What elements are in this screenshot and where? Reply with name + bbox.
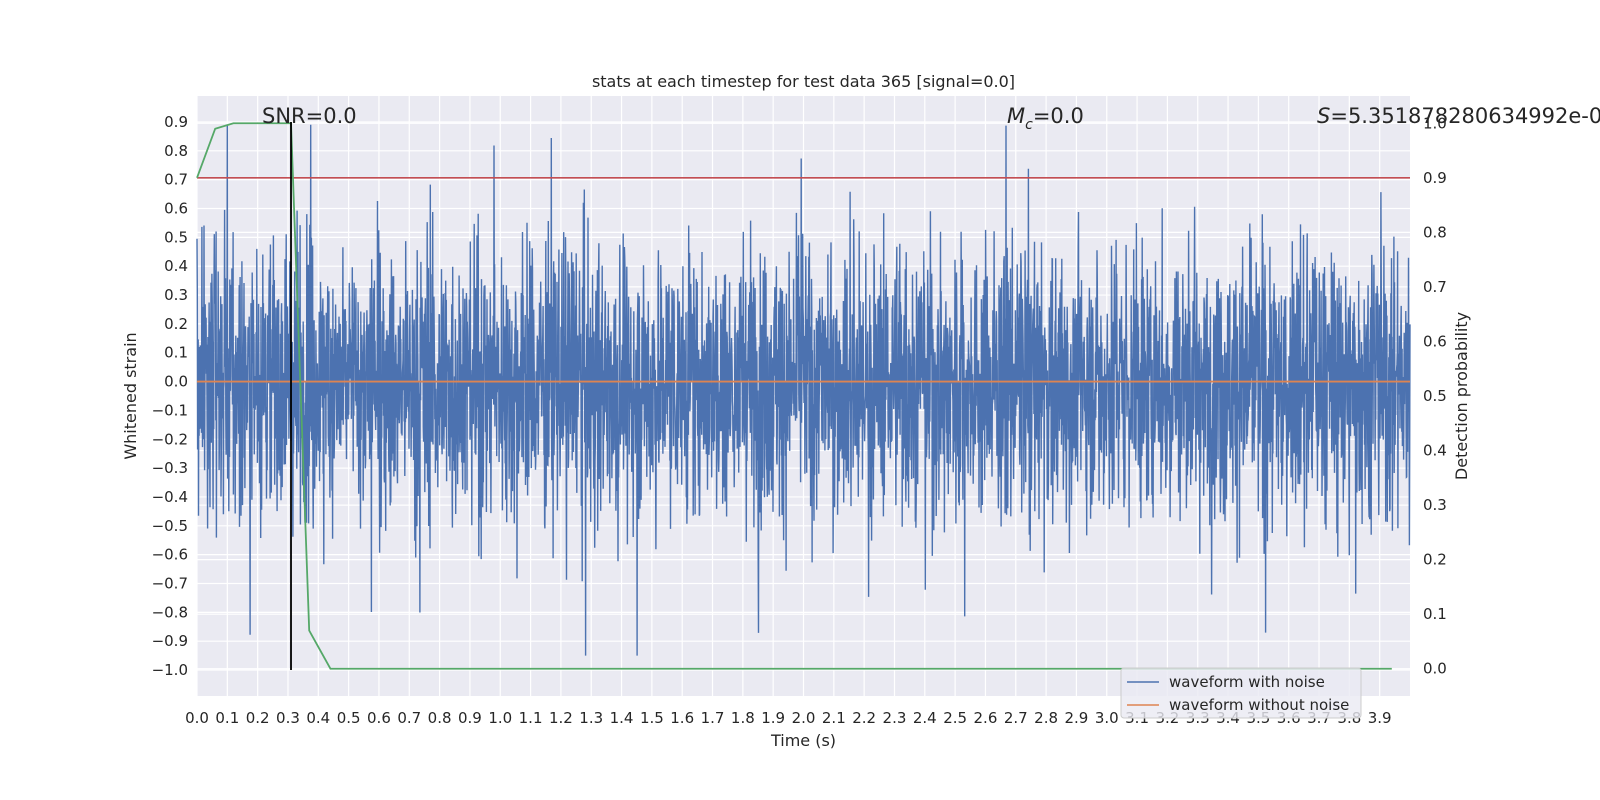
x-tick-label: 1.2 [549,709,573,727]
y-tick-labels: 0.9 0.8 0.7 0.6 0.5 0.4 0.3 0.2 0.1 0.0 −0.1 −0.2 −0… [152,113,188,679]
y-tick-label: −0.3 [152,459,188,477]
x-tick-label: 0.1 [215,709,239,727]
y-tick-label: 0.8 [164,142,188,160]
y2-tick-label: 0.7 [1423,278,1447,296]
y2-tick-label: 1.0 [1423,114,1447,132]
legend-label-with-noise: waveform with noise [1169,673,1325,691]
y-tick-label: −0.8 [152,603,188,621]
x-tick-label: 0.3 [276,709,300,727]
x-tick-label: 0.4 [306,709,330,727]
chart-title: stats at each timestep for test data 365… [592,72,1015,91]
x-tick-label: 2.5 [943,709,967,727]
x-tick-label: 1.7 [701,709,725,727]
x-tick-label: 0.8 [428,709,452,727]
y-tick-label: 0.1 [164,344,188,362]
y-tick-label: 0.5 [164,228,188,246]
annotation-mc-value: =0.0 [1033,104,1084,128]
x-tick-label: 2.7 [1004,709,1028,727]
series-lines [196,121,1410,671]
y-tick-label: −0.6 [152,546,188,564]
annotation-s-value: =5.351878280634992e-0 [1330,104,1600,128]
x-tick-label: 1.8 [731,709,755,727]
x-tick-label: 1.5 [640,709,664,727]
y2-tick-label: 0.3 [1423,496,1447,514]
annotation-mc-symbol: M [1007,104,1025,128]
annotation-s: S=5.351878280634992e-0 [1317,104,1600,128]
x-tick-label: 2.8 [1034,709,1058,727]
y-tick-label: 0.0 [164,373,188,391]
annotation-chirp-mass: Mc=0.0 [1007,104,1084,133]
x-tick-label: 1.3 [579,709,603,727]
x-tick-label: 1.9 [761,709,785,727]
x-tick-label: 0.5 [337,709,361,727]
y2-tick-label: 0.1 [1423,605,1447,623]
y-tick-label: 0.3 [164,286,188,304]
waveform-with-noise-line [196,124,1411,656]
x-tick-label: 1.6 [670,709,694,727]
series-waveform-with-noise [196,124,1411,656]
y-tick-label: 0.4 [164,257,188,275]
y-tick-label: −0.5 [152,517,188,535]
x-tick-label: 0.0 [185,709,209,727]
annotation-s-symbol: S [1317,104,1330,128]
y-tick-label: 0.6 [164,200,188,218]
y-tick-label: −0.9 [152,632,188,650]
x-tick-label: 1.0 [488,709,512,727]
x-tick-label: 2.2 [852,709,876,727]
x-tick-label: 2.6 [974,709,998,727]
legend-box [1120,667,1362,719]
y-tick-label: −0.1 [152,401,188,419]
x-tick-label: 2.9 [1064,709,1088,727]
x-tick-label: 0.7 [397,709,421,727]
y-axis-label: Whitened strain [121,332,140,459]
y-tick-label: 0.9 [164,113,188,131]
legend-label-without-noise: waveform without noise [1169,696,1349,714]
y2-tick-label: 0.5 [1423,387,1447,405]
y2-tick-label: 0.6 [1423,332,1447,350]
y2-tick-label: 0.8 [1423,223,1447,241]
y-tick-label: 0.2 [164,315,188,333]
x-tick-label: 0.6 [367,709,391,727]
y-tick-label: −0.2 [152,430,188,448]
x-tick-label: 2.0 [792,709,816,727]
x-tick-label: 2.4 [913,709,937,727]
x-tick-label: 3.9 [1368,709,1392,727]
x-axis-label: Time (s) [770,731,836,750]
annotation-snr: SNR=0.0 [262,104,357,128]
annotation-mc-subscript: c [1025,117,1033,133]
x-tick-label: 0.9 [458,709,482,727]
y2-axis-label: Detection probability [1452,312,1471,480]
x-tick-label: 0.2 [246,709,270,727]
y2-tick-labels: 1.0 0.9 0.8 0.7 0.6 0.5 0.4 0.3 0.2 0.1 0.0 [1423,114,1447,677]
x-tick-label: 1.4 [610,709,634,727]
x-tick-label: 2.3 [883,709,907,727]
y-tick-label: −1.0 [152,661,188,679]
y-tick-label: −0.7 [152,575,188,593]
y2-tick-label: 0.0 [1423,660,1447,678]
y-tick-label: −0.4 [152,488,188,506]
y-tick-label: 0.7 [164,171,188,189]
y2-tick-label: 0.9 [1423,169,1447,187]
y2-tick-label: 0.4 [1423,442,1447,460]
x-tick-label: 3.0 [1095,709,1119,727]
y2-tick-label: 0.2 [1423,551,1447,569]
x-tick-label: 2.1 [822,709,846,727]
x-tick-label: 1.1 [519,709,543,727]
legend: waveform with noise waveform without noi… [1120,667,1362,719]
